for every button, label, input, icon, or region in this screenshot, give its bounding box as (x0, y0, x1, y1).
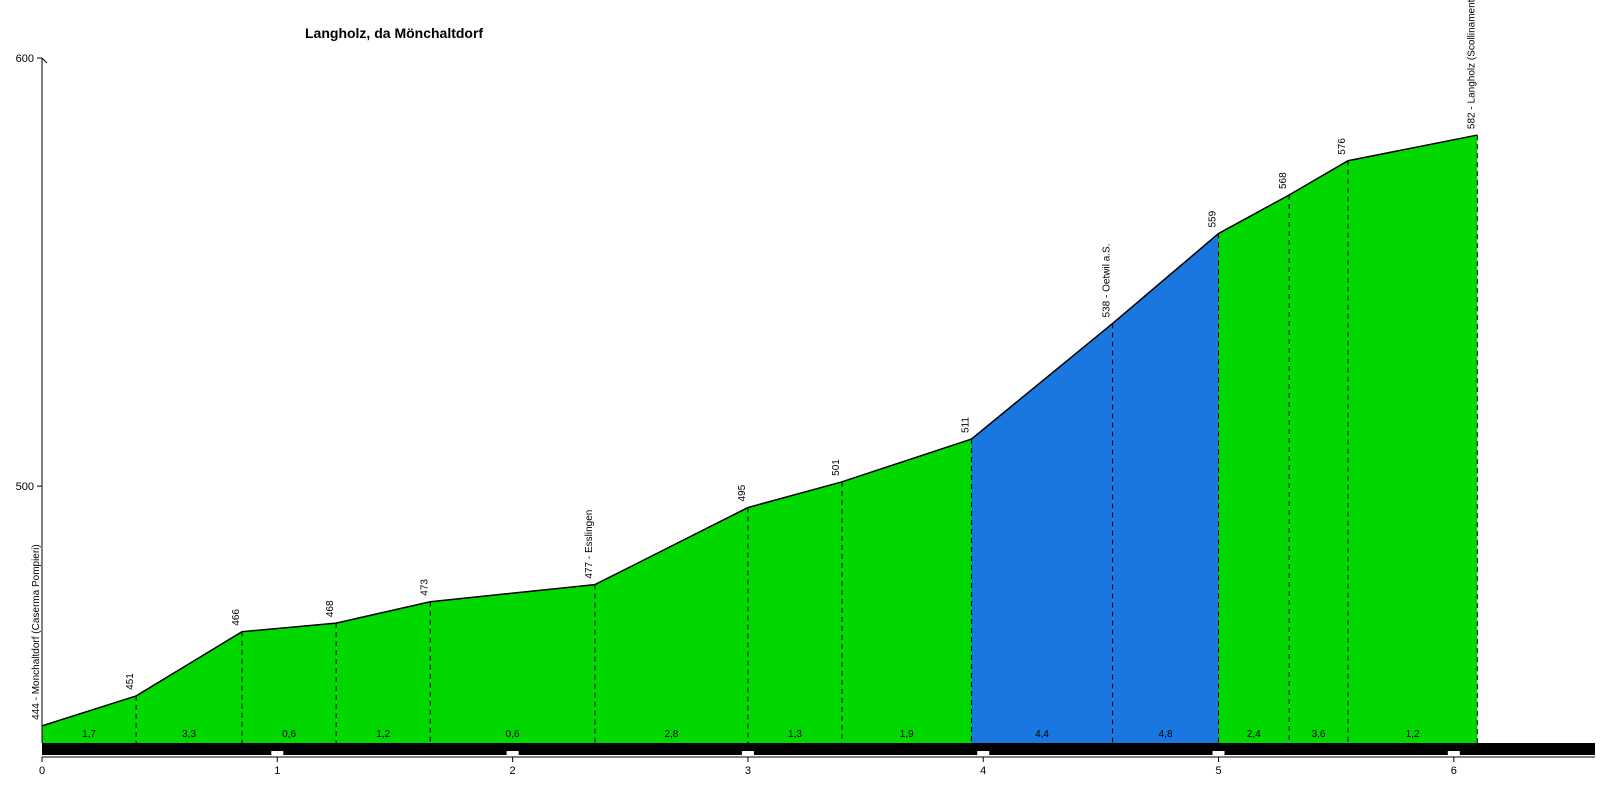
point-label: 501 (831, 459, 842, 476)
point-label: 451 (125, 673, 136, 690)
point-label: 568 (1278, 172, 1289, 189)
grade-label: 1,9 (900, 729, 914, 740)
segment-fill (842, 439, 971, 743)
point-label: 559 (1208, 210, 1219, 227)
grade-label: 1,3 (788, 729, 802, 740)
x-tick-label: 1 (274, 765, 280, 777)
x-tick-label: 4 (980, 765, 986, 777)
baseline-gap (507, 751, 519, 755)
baseline-gap (977, 751, 989, 755)
segment-fill (1348, 135, 1477, 743)
grade-label: 1,2 (376, 729, 390, 740)
chart-svg: Langholz, da Mönchaltdorf 444 - Monchaltd… (0, 0, 1601, 805)
segment-fill (1219, 195, 1290, 743)
point-label: 511 (960, 417, 971, 433)
grade-label: 2,4 (1247, 729, 1261, 740)
point-label: 466 (231, 609, 242, 626)
baseline-gap (742, 751, 754, 755)
x-tick-label: 2 (510, 765, 516, 777)
segment-fill (242, 623, 336, 743)
chart-title: Langholz, da Mönchaltdorf (305, 25, 483, 41)
point-label: 444 - Monchaltdorf (Caserma Pompieri) (31, 544, 42, 720)
grade-label: 1,2 (1406, 729, 1420, 740)
point-label: 576 (1337, 138, 1348, 155)
x-tick-label: 5 (1215, 765, 1221, 777)
x-tick-label: 6 (1451, 765, 1457, 777)
point-label: 538 - Oetwil a.S. (1102, 244, 1113, 318)
grade-label: 0,6 (282, 729, 296, 740)
grade-label: 1,7 (82, 729, 96, 740)
point-label: 473 (419, 579, 430, 596)
y-tick-label: 500 (16, 481, 34, 493)
grade-label: 4,4 (1035, 729, 1049, 740)
y-tick-label: 600 (16, 53, 34, 65)
grade-label: 3,3 (182, 729, 196, 740)
elevation-chart: Langholz, da Mönchaltdorf 444 - Monchaltd… (0, 0, 1601, 805)
point-label: 468 (325, 600, 336, 617)
baseline-gap (1448, 751, 1460, 755)
segment-fill (336, 602, 430, 743)
x-tick-label: 0 (39, 765, 45, 777)
point-label: 582 - Langholz (Scollinamento) (1466, 0, 1477, 129)
segment-fill (430, 585, 595, 743)
baseline-gap (1213, 751, 1225, 755)
point-label: 477 - Esslingen (584, 510, 595, 579)
segment-fill (1289, 161, 1348, 743)
grade-label: 2,8 (664, 729, 678, 740)
grade-label: 0,6 (506, 729, 520, 740)
grade-label: 4,8 (1159, 729, 1173, 740)
grade-label: 3,6 (1312, 729, 1326, 740)
baseline-gap (271, 751, 283, 755)
x-tick-label: 3 (745, 765, 751, 777)
point-label: 495 (737, 484, 748, 501)
segment-fill (748, 482, 842, 743)
